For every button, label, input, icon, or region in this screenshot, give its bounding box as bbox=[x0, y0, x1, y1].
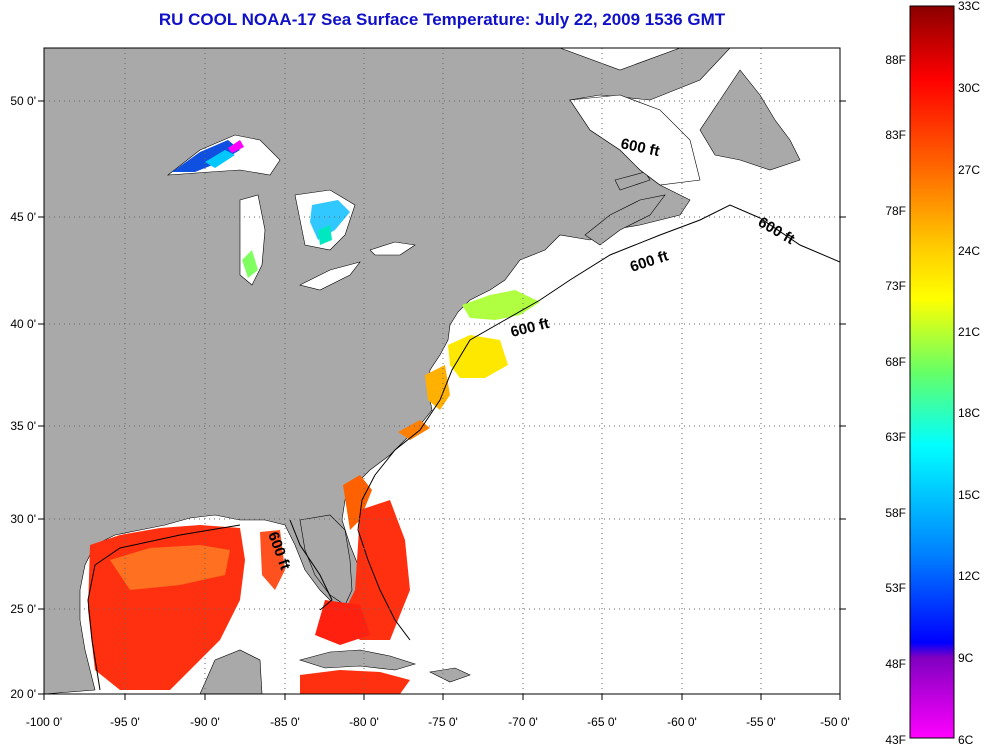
fahrenheit-label: 63F bbox=[885, 430, 906, 444]
colorbar-celsius-labels: 33C 30C 27C 24C 21C 18C 15C 12C 9C 6C bbox=[958, 0, 980, 747]
florida-land bbox=[299, 514, 353, 606]
nova-scotia-land bbox=[584, 194, 666, 246]
isobath-600ft-gulf bbox=[87, 519, 333, 691]
lon-label: -90 0' bbox=[190, 715, 220, 729]
lon-label: -95 0' bbox=[110, 715, 140, 729]
latitude-labels: 50 0' 45 0' 40 0' 35 0' 30 0' 25 0' 20 0… bbox=[10, 94, 36, 701]
temperature-colorbar bbox=[909, 5, 955, 739]
lon-label: -55 0' bbox=[746, 715, 776, 729]
tick-marks bbox=[38, 100, 846, 700]
lon-label: -80 0' bbox=[349, 715, 379, 729]
longitude-labels: -100 0' -95 0' -90 0' -85 0' -80 0' -75 … bbox=[26, 715, 850, 729]
isobath-600ft bbox=[357, 204, 840, 641]
newfoundland-land bbox=[699, 69, 801, 171]
fahrenheit-label: 53F bbox=[885, 581, 906, 595]
fahrenheit-label: 78F bbox=[885, 204, 906, 218]
celsius-label: 18C bbox=[958, 406, 980, 420]
celsius-label: 15C bbox=[958, 488, 980, 502]
lat-label: 40 0' bbox=[10, 317, 36, 331]
yucatan-land bbox=[199, 649, 263, 694]
fahrenheit-label: 88F bbox=[885, 53, 906, 67]
lake-erie bbox=[299, 261, 361, 291]
celsius-label: 33C bbox=[958, 0, 980, 13]
lon-label: -75 0' bbox=[428, 715, 458, 729]
fahrenheit-label: 43F bbox=[885, 733, 906, 747]
lat-label: 50 0' bbox=[10, 94, 36, 108]
celsius-label: 6C bbox=[958, 733, 974, 747]
celsius-label: 30C bbox=[958, 81, 980, 95]
celsius-label: 24C bbox=[958, 244, 980, 258]
celsius-label: 12C bbox=[958, 569, 980, 583]
lon-label: -50 0' bbox=[820, 715, 850, 729]
lat-label: 25 0' bbox=[10, 602, 36, 616]
lon-label: -85 0' bbox=[270, 715, 300, 729]
lake-ontario bbox=[369, 241, 416, 256]
lon-label: -100 0' bbox=[26, 715, 62, 729]
lat-label: 35 0' bbox=[10, 419, 36, 433]
sst-data-patches bbox=[88, 140, 540, 694]
gulf-island-land bbox=[614, 171, 651, 191]
lat-label: 20 0' bbox=[10, 687, 36, 701]
fahrenheit-label: 83F bbox=[885, 128, 906, 142]
cuba-land bbox=[298, 649, 417, 671]
gulf-of-st-lawrence bbox=[569, 94, 701, 186]
celsius-label: 21C bbox=[958, 325, 980, 339]
map-title: RU COOL NOAA-17 Sea Surface Temperature:… bbox=[158, 10, 726, 29]
lat-label: 30 0' bbox=[10, 512, 36, 526]
fahrenheit-label: 73F bbox=[885, 279, 906, 293]
lon-label: -60 0' bbox=[667, 715, 697, 729]
lon-label: -65 0' bbox=[587, 715, 617, 729]
celsius-label: 9C bbox=[958, 651, 974, 665]
colorbar-fahrenheit-labels: 88F 83F 78F 73F 68F 63F 58F 53F 48F 43F bbox=[885, 53, 906, 747]
lat-label: 45 0' bbox=[10, 210, 36, 224]
lon-label: -70 0' bbox=[508, 715, 538, 729]
celsius-label: 27C bbox=[958, 163, 980, 177]
map-frame bbox=[43, 47, 841, 695]
fahrenheit-label: 58F bbox=[885, 506, 906, 520]
fahrenheit-label: 68F bbox=[885, 355, 906, 369]
fahrenheit-label: 48F bbox=[885, 657, 906, 671]
